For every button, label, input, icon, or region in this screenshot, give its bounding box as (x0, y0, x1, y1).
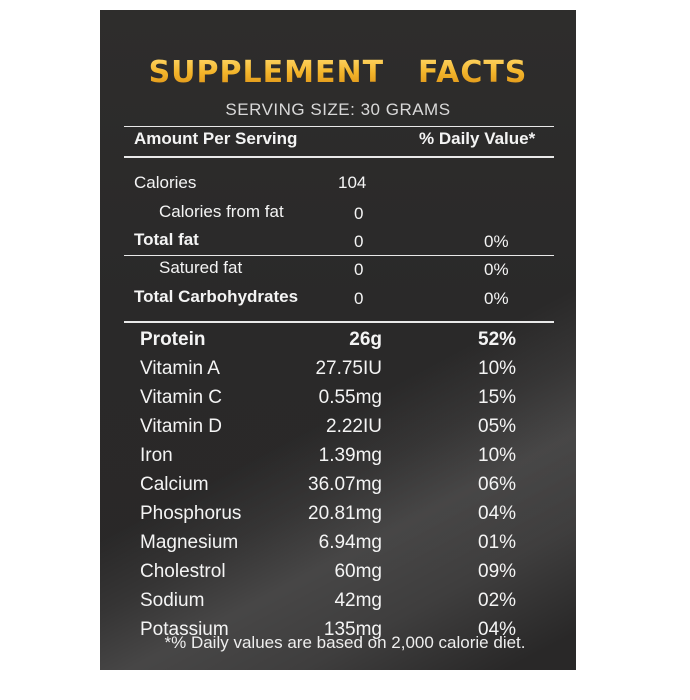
nutrient-dv-vitamin-d: 05% (478, 416, 517, 437)
nutrient-label-cholestrol: Cholestrol (140, 561, 226, 582)
title-word-supplement: SUPPLEMENT (148, 55, 385, 90)
row-label-total-fat: Total fat (134, 230, 199, 249)
amount-per-serving-header: Amount Per Serving (134, 129, 298, 148)
row-dv-total-fat: 0% (484, 232, 509, 251)
nutrient-amount-phosphorus: 20.81mg (308, 503, 382, 524)
row-label-total-carbohydrates: Total Carbohydrates (134, 287, 299, 306)
nutrient-dv-calcium: 06% (478, 474, 517, 495)
row-label-satured-fat: Satured fat (159, 258, 243, 277)
nutrient-dv-vitamin-a: 10% (478, 358, 517, 379)
nutrient-amount-vitamin-c: 0.55mg (318, 387, 382, 408)
daily-value-footnote: *% Daily values are based on 2,000 calor… (164, 633, 526, 652)
nutrient-label-iron: Iron (140, 445, 173, 466)
nutrient-amount-vitamin-d: 2.22IU (326, 416, 382, 437)
supplement-facts-panel: SUPPLEMENT FACTS SERVING SIZE: 30 GRAMS A… (100, 10, 576, 670)
row-amount-calories: 104 (338, 173, 367, 192)
divider-under-header (124, 156, 554, 158)
nutrient-label-vitamin-a: Vitamin A (140, 358, 220, 379)
nutrient-label-magnesium: Magnesium (140, 532, 239, 553)
nutrient-label-protein: Protein (140, 329, 206, 350)
nutrient-label-potassium: Potassium (140, 619, 229, 640)
nutrient-amount-vitamin-a: 27.75IU (315, 358, 382, 379)
nutrient-dv-phosphorus: 04% (478, 503, 517, 524)
nutrient-amount-sodium: 42mg (334, 590, 382, 611)
page-title: SUPPLEMENT FACTS (100, 56, 576, 90)
divider-top (124, 126, 554, 127)
nutrient-dv-magnesium: 01% (478, 532, 517, 553)
nutrient-label-vitamin-d: Vitamin D (140, 416, 223, 437)
serving-size: SERVING SIZE: 30 GRAMS (225, 100, 451, 119)
nutrient-label-vitamin-c: Vitamin C (140, 387, 223, 408)
divider-after-total-fat (124, 255, 554, 256)
nutrient-dv-potassium: 04% (478, 619, 517, 640)
nutrient-label-calcium: Calcium (140, 474, 209, 495)
row-label-calories-from-fat: Calories from fat (159, 202, 284, 221)
nutrient-amount-protein: 26g (349, 329, 382, 350)
row-amount-calories-from-fat: 0 (354, 204, 364, 223)
nutrient-amount-iron: 1.39mg (318, 445, 382, 466)
row-amount-total-fat: 0 (354, 232, 364, 251)
divider-before-nutrients (124, 321, 554, 323)
nutrient-dv-cholestrol: 09% (478, 561, 517, 582)
nutrient-amount-cholestrol: 60mg (334, 561, 382, 582)
nutrient-amount-potassium: 135mg (323, 619, 382, 640)
row-amount-total-carbohydrates: 0 (354, 289, 364, 308)
title-word-facts: FACTS (418, 55, 528, 90)
row-dv-satured-fat: 0% (484, 260, 509, 279)
nutrient-label-phosphorus: Phosphorus (140, 503, 242, 524)
nutrient-dv-protein: 52% (478, 329, 517, 350)
row-label-calories: Calories (134, 173, 197, 192)
nutrient-amount-magnesium: 6.94mg (318, 532, 382, 553)
nutrient-label-sodium: Sodium (140, 590, 205, 611)
nutrient-amount-calcium: 36.07mg (308, 474, 382, 495)
row-amount-satured-fat: 0 (354, 260, 364, 279)
nutrient-dv-vitamin-c: 15% (478, 387, 517, 408)
nutrient-dv-sodium: 02% (478, 590, 517, 611)
nutrient-dv-iron: 10% (478, 445, 517, 466)
row-dv-total-carbohydrates: 0% (484, 289, 509, 308)
daily-value-header: % Daily Value* (419, 129, 536, 148)
